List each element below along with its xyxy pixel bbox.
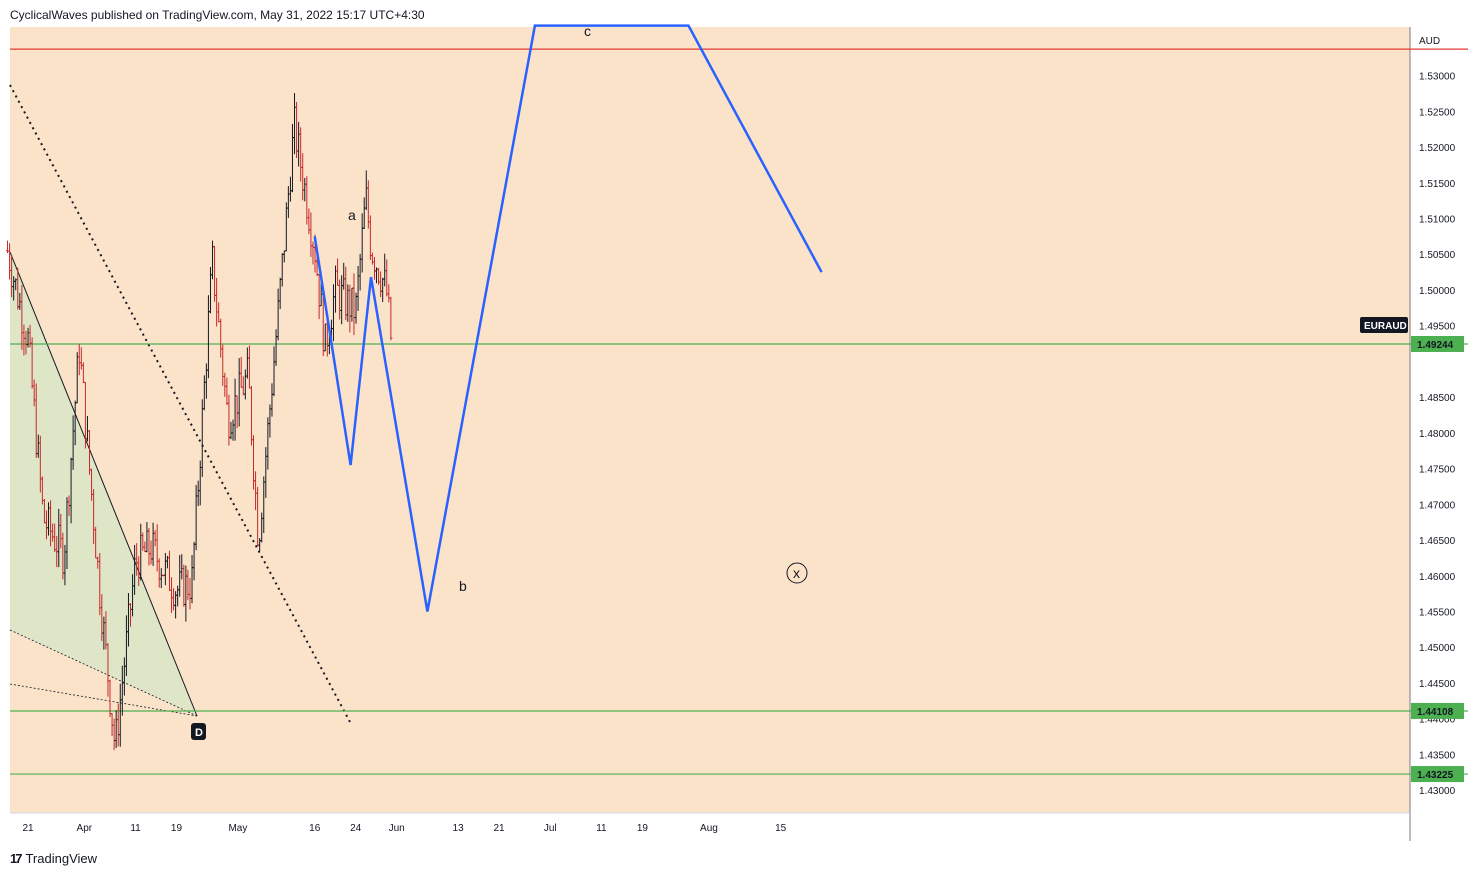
tradingview-logo-icon: 17: [10, 851, 23, 866]
y-tick-5: 1.50500: [1419, 250, 1456, 261]
symbol-tag-box: [1360, 317, 1408, 333]
y-tick-15: 1.45000: [1419, 643, 1456, 654]
price-tag-1: 1.49244: [1417, 340, 1454, 351]
x-tick-14: 15: [775, 823, 787, 834]
wave-label-b: b: [459, 578, 467, 594]
wave-label-d-box: [191, 723, 206, 740]
x-tick-2: 11: [130, 823, 141, 834]
footer[interactable]: 17 TradingView: [10, 851, 97, 866]
x-tick-5: 16: [309, 823, 321, 834]
y-tick-8: 1.48500: [1419, 393, 1456, 404]
price-tag-3: 1.43225: [1417, 770, 1454, 781]
y-tick-9: 1.48000: [1419, 429, 1456, 440]
triangle-upper-line: [9, 251, 198, 717]
wave-label-x-circle: [786, 562, 808, 584]
y-tick-0: 1.53000: [1419, 72, 1456, 83]
price-axis[interactable]: [1410, 27, 1468, 813]
y-tick-6: 1.50000: [1419, 286, 1456, 297]
y-tick-2: 1.52000: [1419, 143, 1456, 154]
y-tick-16: 1.44500: [1419, 679, 1456, 690]
x-tick-4: May: [228, 823, 247, 834]
publish-info: CyclicalWaves published on TradingView.c…: [10, 8, 425, 22]
y-tick-3: 1.51500: [1419, 179, 1456, 190]
y-tick-13: 1.46000: [1419, 572, 1456, 583]
y-tick-17: 1.44000: [1419, 715, 1456, 726]
horizontal-levels: [10, 48, 1468, 775]
y-tick-7: 1.49500: [1419, 322, 1456, 333]
price-tag-box-1: [1411, 335, 1464, 352]
x-tick-0: 21: [22, 823, 34, 834]
x-tick-9: 21: [493, 823, 505, 834]
y-tick-1: 1.52500: [1419, 107, 1456, 118]
wave-label-d: D: [195, 727, 203, 739]
time-axis[interactable]: [10, 813, 1410, 841]
brand-name: TradingView: [25, 851, 98, 866]
x-tick-1: Apr: [77, 823, 93, 834]
x-tick-11: 11: [596, 823, 607, 834]
x-tick-3: 19: [171, 823, 183, 834]
x-tick-7: Jun: [389, 823, 405, 834]
chart-background: [10, 27, 1410, 813]
y-tick-12: 1.46500: [1419, 536, 1456, 547]
y-tick-11: 1.47000: [1419, 500, 1456, 511]
y-tick-4: 1.51000: [1419, 214, 1456, 225]
price-tag-box-3: [1411, 766, 1464, 783]
y-tick-19: 1.43000: [1419, 786, 1456, 797]
x-tick-12: 19: [637, 823, 649, 834]
y-tick-10: 1.47500: [1419, 465, 1456, 476]
y-tick-14: 1.45500: [1419, 607, 1456, 618]
candlestick-series: [6, 93, 393, 751]
dotted-trendline: [9, 84, 351, 723]
y-tick-18: 1.43500: [1419, 750, 1456, 761]
symbol-tag: EURAUD: [1364, 321, 1407, 332]
x-tick-10: Jul: [544, 823, 557, 834]
wave-label-a: a: [348, 207, 356, 223]
wave-label-x: x: [793, 565, 800, 581]
price-axis-ticks: 1.53000 1.52500 1.52000 1.51500 1.51000 1.505…: [1419, 72, 1456, 798]
projection-path: [313, 24, 823, 612]
price-tag-box-2: [1411, 702, 1464, 719]
time-axis-ticks: 21 Apr 11 19 May 16 24 Jun 13 21 Jul 11 19 Aug 15: [22, 823, 786, 834]
currency-label: AUD: [1419, 36, 1440, 47]
price-tags: 1.49244 1.44108 1.43225: [1411, 335, 1464, 783]
wave-label-c: c: [584, 23, 591, 39]
x-tick-8: 13: [453, 823, 465, 834]
price-tag-2: 1.44108: [1417, 707, 1454, 718]
x-tick-6: 24: [350, 823, 362, 834]
x-tick-13: Aug: [700, 823, 718, 834]
